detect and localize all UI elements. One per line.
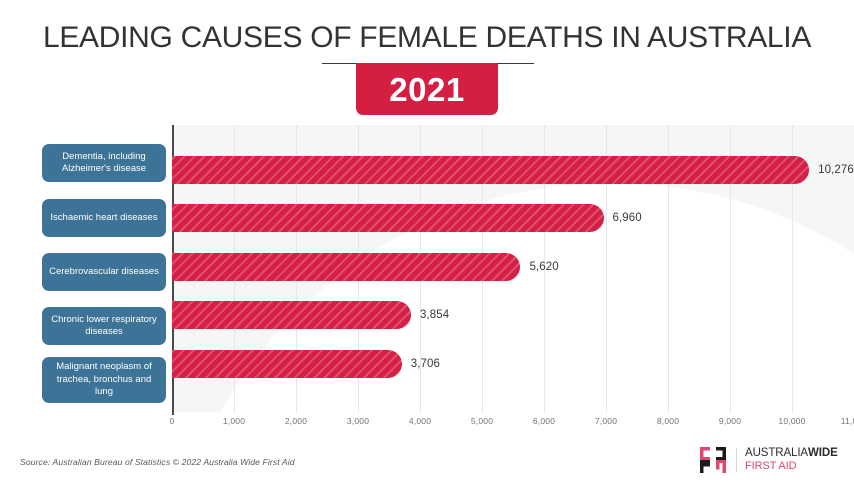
bar-row: 10,276: [172, 156, 854, 184]
logo-divider: [736, 448, 737, 472]
x-axis-ticks: 0 1,000 2,000 3,000 4,000 5,000 6,000 7,000 8,00…: [169, 416, 854, 432]
logo-name-part2: WIDE: [808, 447, 838, 460]
gridline: [606, 125, 607, 412]
x-tick-label: 1,000: [222, 416, 246, 426]
x-tick-label: 3,000: [346, 416, 370, 426]
chart-bars: 10,276 6,960 5,620 3,854 3,706: [172, 125, 854, 412]
cross-logo-icon: [699, 446, 727, 474]
page-title: LEADING CAUSES OF FEMALE DEATHS IN AUSTR…: [42, 21, 812, 54]
gridline: [668, 125, 669, 412]
bar-value-label: 5,620: [529, 261, 559, 273]
gridline: [730, 125, 731, 412]
category-label-box: Dementia, including Alzheimer's disease: [42, 144, 166, 182]
bar-value-label: 3,854: [419, 309, 450, 321]
x-tick-label: 11,000: [840, 416, 854, 426]
logo-wordmark: AUSTRALIAWIDE FIRST AID: [745, 447, 838, 472]
logo-name-part1: AUSTRALIA: [745, 447, 809, 460]
bar-value-label: 6,960: [612, 212, 642, 224]
x-tick-label: 6,000: [532, 416, 556, 426]
bar: [172, 253, 521, 281]
bar: [172, 350, 402, 378]
year-badge-label: 2021: [389, 70, 465, 108]
gridline: [544, 125, 545, 412]
bar-value-label: 3,706: [410, 358, 441, 370]
bar-value-label: 10,276: [818, 164, 854, 176]
category-label-box: Malignant neoplasm of trachea, bronchus …: [42, 357, 166, 403]
bar-row: 5,620: [172, 253, 854, 281]
logo-company-name: AUSTRALIAWIDE: [745, 447, 838, 459]
logo-tagline: FIRST AID: [745, 459, 797, 472]
bar-row: 6,960: [172, 204, 854, 232]
year-badge: 2021: [356, 63, 498, 115]
x-tick-label: 10,000: [778, 416, 806, 426]
x-tick-label: 5,000: [470, 416, 494, 426]
bar: [172, 301, 411, 329]
x-tick-label: 8,000: [656, 416, 680, 426]
gridline: [792, 125, 793, 412]
x-tick-label: 2,000: [284, 416, 308, 426]
x-tick-label: 4,000: [408, 416, 432, 426]
bar-row: 3,854: [172, 301, 854, 329]
bar: [172, 156, 810, 184]
bar: [172, 204, 604, 232]
x-tick-label: 7,000: [594, 416, 618, 426]
category-label-box: Cerebrovascular diseases: [42, 253, 166, 291]
bar-row: 3,706: [172, 350, 854, 378]
x-tick-label: 0: [169, 416, 175, 426]
x-tick-label: 9,000: [718, 416, 742, 426]
australia-wide-first-aid-logo: AUSTRALIAWIDE FIRST AID: [699, 444, 849, 476]
source-note: Source: Australian Bureau of Statistics …: [20, 457, 295, 467]
category-label-box: Chronic lower respiratory diseases: [42, 307, 166, 345]
category-label-box: Ischaemic heart diseases: [42, 199, 166, 237]
